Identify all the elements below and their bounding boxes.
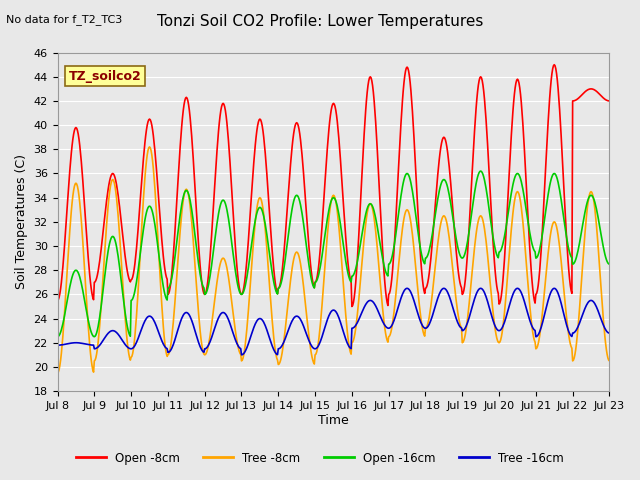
Open -16cm xyxy=(175,224,182,229)
Tree -16cm xyxy=(54,342,61,348)
Tree -8cm xyxy=(380,312,387,318)
Open -16cm xyxy=(379,255,387,261)
Open -8cm xyxy=(380,259,387,264)
Line: Open -8cm: Open -8cm xyxy=(58,65,609,306)
Tree -16cm xyxy=(326,311,333,317)
Open -16cm xyxy=(433,201,441,207)
Open -8cm xyxy=(348,303,356,309)
Open -8cm xyxy=(325,127,333,132)
Tree -8cm xyxy=(326,209,333,215)
Tree -16cm xyxy=(557,298,564,303)
Open -8cm xyxy=(198,284,206,290)
Open -16cm xyxy=(605,261,613,267)
Tree -16cm xyxy=(403,286,411,291)
Open -16cm xyxy=(556,187,563,193)
Tree -8cm xyxy=(434,241,442,247)
Tree -8cm xyxy=(54,370,61,376)
Text: Tonzi Soil CO2 Profile: Lower Temperatures: Tonzi Soil CO2 Profile: Lower Temperatur… xyxy=(157,14,483,29)
X-axis label: Time: Time xyxy=(318,414,349,427)
Tree -8cm xyxy=(605,358,613,364)
Line: Open -16cm: Open -16cm xyxy=(58,171,609,336)
Open -16cm xyxy=(54,334,61,339)
Open -16cm xyxy=(325,207,333,213)
Open -8cm xyxy=(557,119,564,125)
Open -8cm xyxy=(550,62,558,68)
Line: Tree -16cm: Tree -16cm xyxy=(58,288,609,355)
Tree -8cm xyxy=(175,238,183,243)
Tree -16cm xyxy=(237,352,245,358)
Tree -16cm xyxy=(435,293,442,299)
Open -8cm xyxy=(54,298,61,303)
Tree -8cm xyxy=(146,144,154,150)
Tree -8cm xyxy=(199,349,207,355)
Tree -16cm xyxy=(198,348,206,354)
Legend: Open -8cm, Tree -8cm, Open -16cm, Tree -16cm: Open -8cm, Tree -8cm, Open -16cm, Tree -… xyxy=(71,447,569,469)
Y-axis label: Soil Temperatures (C): Soil Temperatures (C) xyxy=(15,155,28,289)
Text: No data for f_T2_TC3: No data for f_T2_TC3 xyxy=(6,14,123,25)
Open -8cm xyxy=(175,168,182,173)
Tree -16cm xyxy=(380,320,387,325)
Open -8cm xyxy=(434,172,442,178)
Open -16cm xyxy=(198,282,206,288)
Tree -8cm xyxy=(556,244,563,250)
Text: TZ_soilco2: TZ_soilco2 xyxy=(68,70,141,83)
Tree -16cm xyxy=(605,330,613,336)
Open -8cm xyxy=(605,98,613,104)
Line: Tree -8cm: Tree -8cm xyxy=(58,147,609,373)
Open -16cm xyxy=(477,168,484,174)
Tree -16cm xyxy=(175,324,182,330)
